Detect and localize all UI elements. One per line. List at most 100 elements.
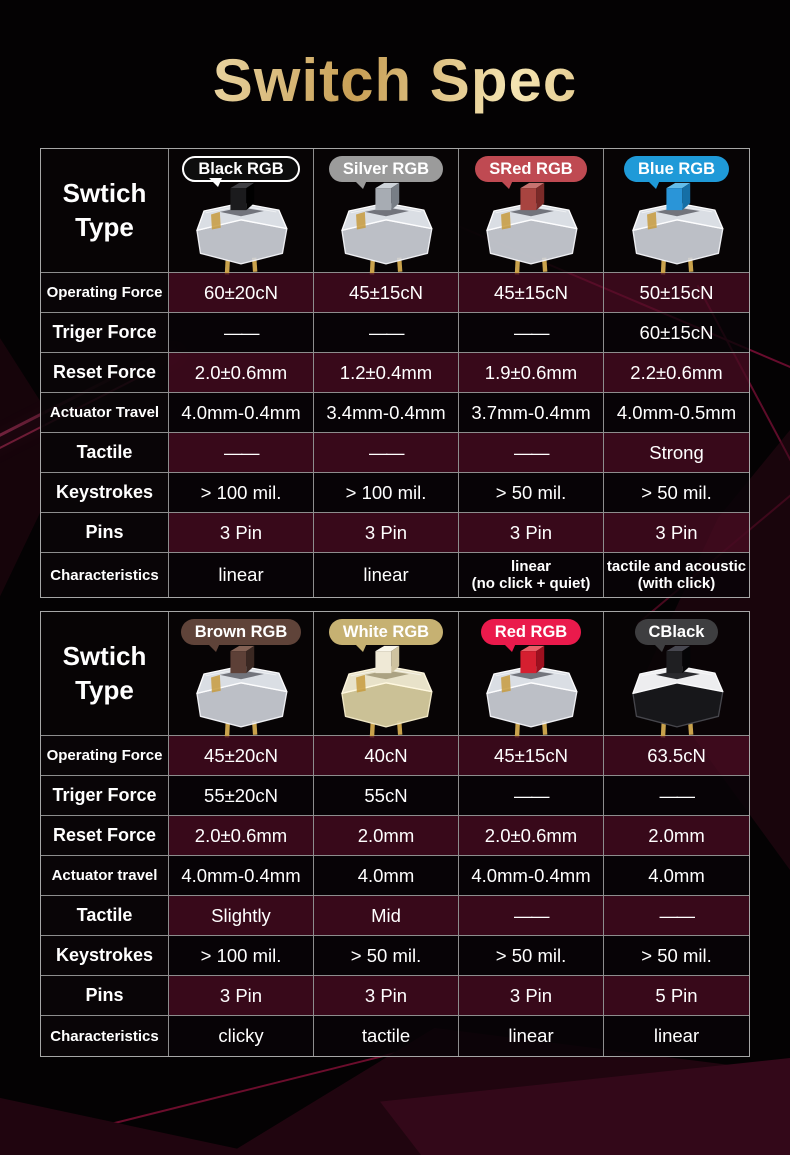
spec-row-label-text: Tactile [76,905,133,925]
spec-value-text: —— [514,784,550,806]
spec-value-text: —— [369,441,405,463]
switch-type-badge: Brown RGB [180,619,302,652]
spec-value-text: linear [363,564,409,585]
switch-type-badge: Black RGB [182,156,300,187]
spec-value-cell: 3 Pin [169,976,314,1016]
spec-value-cell: > 100 mil. [169,936,314,976]
spec-row-label: Characteristics [41,553,169,597]
spec-row-label: Characteristics [41,1016,169,1056]
switch-type-label: Blue RGB [637,160,715,178]
spec-value-cell: —— [169,313,314,353]
spec-row-label-text: Reset Force [52,825,157,845]
spec-value-text: 45±15cN [494,281,568,303]
spec-row-label-text: Pins [85,985,124,1005]
spec-row-label: Reset Force [41,353,169,393]
switch-type-label: CBlack [648,623,705,641]
spec-value-text: 1.9±0.6mm [484,361,578,383]
spec-value-cell: Mid [314,896,459,936]
spec-row-label-text: Reset Force [52,362,157,382]
spec-value-text: —— [659,904,696,926]
spec-value-cell: 45±15cN [314,273,459,313]
spec-value-cell: 2.0±0.6mm [169,816,314,856]
spec-value-text: —— [224,441,260,463]
spec-value-cell: —— [314,313,459,353]
spec-value-text: 45±20cN [204,744,278,766]
spec-row-label: Pins [41,513,169,553]
switch-spec-table: Swtich Type Black RGB Silver RGB SRed RGB Bl… [40,148,750,598]
switch-column-header: Silver RGB [314,149,459,275]
spec-value-cell: 45±15cN [459,736,604,776]
spec-value-text: —— [659,784,696,806]
spec-value-cell: —— [459,313,604,353]
switch-image [323,637,449,741]
spec-value-text: > 100 mil. [200,481,282,503]
switch-image [323,174,449,278]
spec-value-cell: tactile [314,1016,459,1056]
corner-header-label: Swtich Type [62,640,147,705]
spec-value-cell: —— [459,433,604,473]
spec-value-text: 2.0±0.6mm [194,824,288,846]
spec-row-label: Reset Force [41,816,169,856]
spec-value-text: 3 Pin [364,984,408,1006]
spec-value-cell: 40cN [314,736,459,776]
spec-row-label: Tactile [41,433,169,473]
spec-row-label-text: Triger Force [52,322,157,342]
spec-value-cell: > 100 mil. [314,473,459,513]
spec-value-text: 4.0mm-0.4mm [471,864,591,886]
spec-row-label: Operating Force [41,736,169,776]
spec-value-text: 55cN [364,784,408,806]
spec-value-cell: 2.0±0.6mm [169,353,314,393]
spec-value-text: 60±15cN [639,321,714,343]
switch-type-label: Silver RGB [342,160,430,178]
spec-value-cell: > 50 mil. [459,936,604,976]
spec-value-cell: 4.0mm-0.4mm [169,856,314,896]
spec-value-text: —— [514,321,550,343]
switch-column-header: Red RGB [459,612,604,738]
spec-value-cell: 3.4mm-0.4mm [314,393,459,433]
spec-value-cell: Slightly [169,896,314,936]
spec-value-text: 4.0mm [357,864,415,886]
spec-value-cell: —— [604,896,749,936]
switch-type-label: Red RGB [494,623,568,641]
spec-value-text: 3 Pin [364,521,408,543]
spec-row-label: Keystrokes [41,473,169,513]
spec-value-cell: 60±15cN [604,313,749,353]
background-streak [402,1069,788,1134]
spec-row-label-text: Operating Force [46,284,163,301]
spec-value-text: Mid [371,904,401,926]
spec-value-cell: 55±20cN [169,776,314,816]
spec-value-cell: 3 Pin [314,976,459,1016]
spec-value-text: 3.4mm-0.4mm [326,401,446,423]
spec-value-text: tactile and acoustic (with click) [606,557,747,592]
spec-value-cell: > 50 mil. [604,936,749,976]
spec-value-cell: —— [314,433,459,473]
spec-value-cell: 1.9±0.6mm [459,353,604,393]
switch-image [614,174,740,278]
switch-type-label: Black RGB [198,160,284,178]
spec-row-label: Triger Force [41,776,169,816]
spec-value-text: Slightly [211,904,271,926]
spec-value-text: 3 Pin [509,984,553,1006]
spec-value-text: linear [218,564,264,585]
spec-value-cell: 45±15cN [459,273,604,313]
spec-value-text: tactile [361,1025,411,1046]
spec-value-text: 63.5cN [647,744,706,766]
spec-value-cell: linear [169,553,314,597]
spec-value-text: > 50 mil. [641,944,712,966]
spec-row-label: Tactile [41,896,169,936]
spec-value-text: > 50 mil. [350,944,422,966]
spec-value-text: 4.0mm-0.4mm [181,864,301,886]
spec-value-cell: 4.0mm [314,856,459,896]
spec-value-text: > 50 mil. [495,944,567,966]
spec-value-cell: —— [604,776,749,816]
spec-value-cell: > 50 mil. [314,936,459,976]
switch-column-header: CBlack [604,612,749,738]
spec-row-label-text: Operating Force [46,747,163,764]
spec-value-cell: 2.2±0.6mm [604,353,749,393]
spec-value-cell: 4.0mm-0.4mm [169,393,314,433]
page-title: Switch Spec [0,46,790,115]
switch-column-header: Blue RGB [604,149,749,275]
spec-row-label-text: Pins [85,522,124,542]
spec-value-cell: 3 Pin [459,513,604,553]
spec-value-text: 1.2±0.4mm [339,361,433,383]
